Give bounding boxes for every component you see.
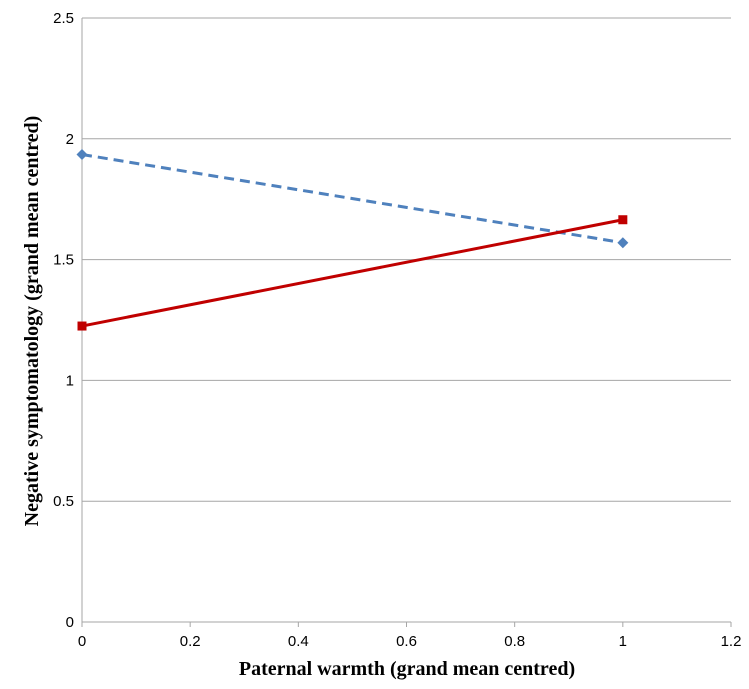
y-axis-title: Negative symptomatology (grand mean cent… [21, 116, 43, 527]
series-0-point-0 [76, 149, 88, 161]
y-tick-label: 0.5 [53, 493, 74, 510]
x-axis-title: Paternal warmth (grand mean centred) [239, 658, 575, 680]
y-tick-label: 2 [66, 131, 74, 148]
y-tick-label: 0 [66, 614, 74, 631]
series-1-point-1 [618, 215, 628, 225]
x-tick-label: 1 [619, 633, 627, 650]
x-tick-label: 0.2 [180, 633, 201, 650]
series-line-0 [81, 153, 624, 245]
series-0-point-1 [617, 237, 629, 249]
x-tick-label: 0.6 [396, 633, 417, 650]
y-tick-label: 1 [66, 372, 74, 389]
x-tick-label: 0 [78, 633, 86, 650]
x-tick-label: 1.2 [721, 633, 742, 650]
y-tick-label: 1.5 [53, 252, 74, 269]
series [76, 149, 629, 331]
series-1-point-0 [77, 321, 87, 331]
grid [82, 17, 731, 623]
axes [81, 18, 732, 627]
series-line-1 [81, 218, 624, 328]
x-tick-label: 0.4 [288, 633, 309, 650]
y-tick-label: 2.5 [53, 10, 74, 27]
tick-labels: 0 0.5 1 1.5 2 2.5 0 0.2 0.4 0.6 0.8 1 1.2 [53, 10, 741, 650]
x-tick-label: 0.8 [504, 633, 525, 650]
